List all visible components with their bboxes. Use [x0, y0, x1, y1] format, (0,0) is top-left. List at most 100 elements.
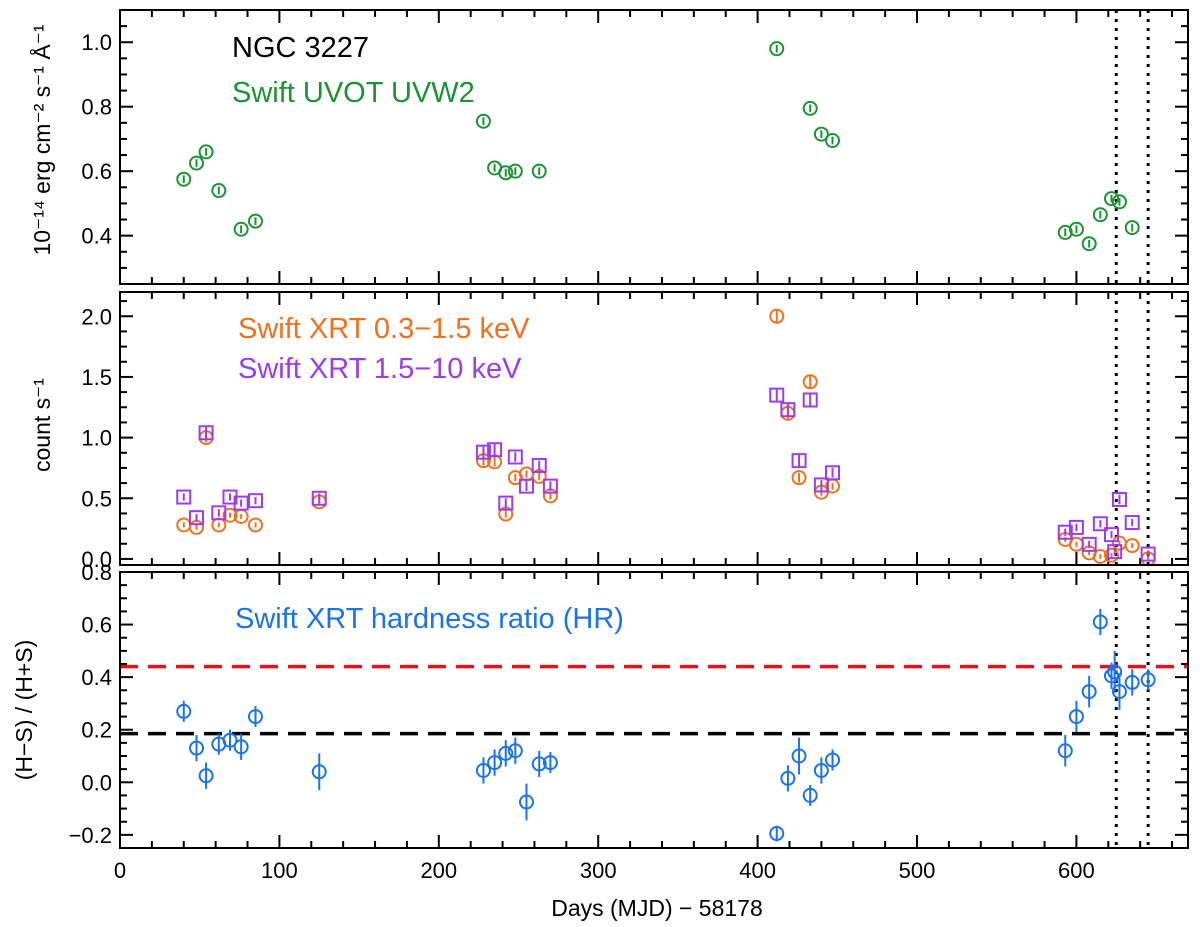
circle-marker — [542, 755, 558, 771]
data-point — [233, 495, 249, 511]
data-point — [813, 126, 829, 142]
uvw2-plot-area: 0.4 0.6 0.8 1.0 — [81, 9, 1189, 285]
data-point — [311, 490, 327, 506]
circle-marker — [475, 113, 491, 129]
data-point — [176, 489, 192, 505]
data-point — [1092, 549, 1108, 565]
square-marker — [825, 465, 841, 481]
square-marker — [1092, 516, 1108, 532]
data-point — [769, 41, 785, 57]
circle-marker — [498, 745, 514, 761]
circle-marker — [247, 517, 263, 533]
legend-target-name: NGC 3227 — [232, 32, 369, 64]
circle-marker — [1092, 549, 1108, 565]
data-point — [780, 402, 796, 418]
data-point — [825, 133, 841, 149]
data-point — [189, 734, 205, 762]
data-point — [518, 783, 534, 821]
circle-marker — [233, 221, 249, 237]
data-point — [189, 155, 205, 171]
data-point — [1124, 669, 1140, 696]
data-point — [518, 478, 534, 494]
x-tick-label: 400 — [739, 858, 776, 883]
data-point — [1081, 236, 1097, 252]
circle-marker — [247, 213, 263, 229]
y-tick-label: 0.0 — [81, 547, 112, 572]
circle-marker — [813, 126, 829, 142]
circle-marker — [1140, 672, 1156, 688]
square-marker — [311, 490, 327, 506]
data-point — [1111, 491, 1127, 507]
legend-hardness-ratio: Swift XRT hardness ratio (HR) — [235, 603, 624, 635]
square-marker — [780, 402, 796, 418]
data-point — [1140, 546, 1156, 562]
y-tick-label: 2.0 — [81, 304, 112, 329]
circle-marker — [1068, 221, 1084, 237]
circle-marker — [222, 507, 238, 523]
circle-marker — [198, 144, 214, 160]
uvw2-panel: 0.4 0.6 0.8 1.0 NGC 3227 Swift UVOT UVW2 10… — [28, 9, 1189, 285]
square-marker — [813, 477, 829, 493]
data-point — [1124, 515, 1140, 531]
circle-marker — [1111, 684, 1127, 700]
circle-marker — [769, 308, 785, 324]
xrt-y-axis-label: count s⁻¹ — [29, 378, 55, 472]
circle-marker — [813, 762, 829, 778]
circle-marker — [498, 165, 514, 181]
data-point — [813, 757, 829, 784]
data-point — [825, 749, 841, 771]
data-point — [247, 517, 263, 533]
data-point — [802, 100, 818, 116]
data-point — [802, 392, 818, 408]
data-point — [825, 465, 841, 481]
data-point — [1057, 734, 1073, 767]
square-marker — [1107, 544, 1123, 560]
data-point — [1107, 544, 1123, 560]
circle-marker — [1092, 207, 1108, 223]
data-point — [1092, 608, 1108, 636]
circle-marker — [825, 752, 841, 768]
y-tick-label: 1.5 — [81, 365, 112, 390]
data-point — [1092, 516, 1108, 532]
data-point — [233, 221, 249, 237]
square-marker — [1057, 524, 1073, 540]
x-tick-label: 300 — [580, 858, 617, 883]
data-point — [1103, 191, 1119, 207]
data-point — [475, 757, 491, 784]
x-tick-label: 600 — [1058, 858, 1095, 883]
panel-frame — [119, 9, 1189, 285]
data-point — [769, 308, 785, 324]
data-point — [311, 753, 327, 791]
data-point — [176, 700, 192, 722]
data-point — [1068, 221, 1084, 237]
panel-frame — [119, 571, 1189, 849]
y-tick-label: 0.6 — [81, 613, 112, 638]
circle-marker — [1103, 191, 1119, 207]
data-point — [498, 165, 514, 181]
square-marker — [475, 444, 491, 460]
y-tick-label: 0.5 — [81, 486, 112, 511]
square-marker — [211, 505, 227, 521]
square-marker — [507, 449, 523, 465]
legend-soft-band: Swift XRT 0.3−1.5 keV — [238, 313, 530, 345]
circle-marker — [1057, 743, 1073, 759]
circle-marker — [507, 163, 523, 179]
circle-marker — [475, 762, 491, 778]
y-tick-label: 0.8 — [81, 560, 112, 585]
square-marker — [802, 392, 818, 408]
circle-marker — [518, 794, 534, 810]
data-point — [1068, 519, 1084, 535]
data-point — [1124, 220, 1140, 236]
data-point — [1057, 524, 1073, 540]
circle-marker — [802, 787, 818, 803]
square-marker — [1140, 546, 1156, 562]
data-point — [487, 749, 503, 776]
data-point — [813, 477, 829, 493]
data-point — [531, 750, 547, 778]
x-tick-label: 100 — [261, 858, 298, 883]
data-point — [1124, 538, 1140, 554]
data-point — [769, 825, 785, 842]
data-point — [247, 493, 263, 509]
square-marker — [1124, 515, 1140, 531]
